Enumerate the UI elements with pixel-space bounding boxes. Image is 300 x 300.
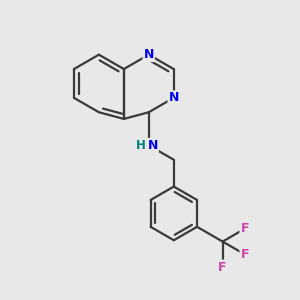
Text: F: F [240,248,249,261]
Text: F: F [240,222,249,235]
Text: F: F [218,261,227,274]
Text: N: N [169,91,179,104]
Text: N: N [144,48,154,61]
Text: H: H [136,139,146,152]
Text: N: N [148,139,158,152]
